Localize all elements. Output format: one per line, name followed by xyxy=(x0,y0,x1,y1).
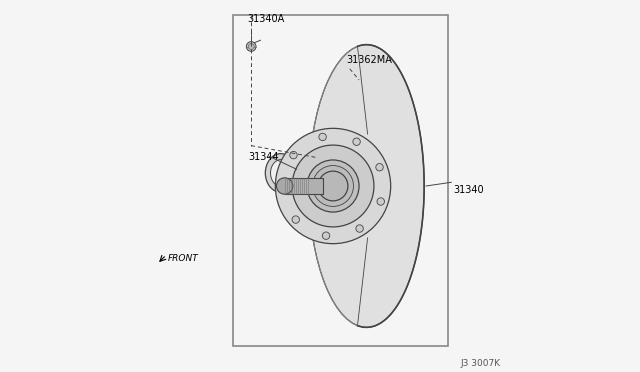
Text: 31344: 31344 xyxy=(248,152,279,162)
Circle shape xyxy=(356,225,364,232)
Bar xyxy=(285,178,323,194)
Circle shape xyxy=(312,166,353,206)
Text: 31340A: 31340A xyxy=(248,14,285,24)
Circle shape xyxy=(279,184,287,192)
Ellipse shape xyxy=(271,160,291,186)
Bar xyxy=(232,15,449,346)
Circle shape xyxy=(248,44,254,49)
Circle shape xyxy=(292,145,374,227)
Circle shape xyxy=(323,232,330,240)
Ellipse shape xyxy=(266,154,296,192)
Circle shape xyxy=(290,151,297,159)
Circle shape xyxy=(376,163,383,171)
Circle shape xyxy=(275,128,390,244)
Circle shape xyxy=(276,178,293,194)
Circle shape xyxy=(246,42,256,51)
Text: FRONT: FRONT xyxy=(168,254,198,263)
Circle shape xyxy=(307,160,359,212)
Text: J3 3007K: J3 3007K xyxy=(460,359,500,368)
Circle shape xyxy=(292,216,300,223)
Circle shape xyxy=(319,133,326,141)
Text: 31340: 31340 xyxy=(453,185,484,195)
Circle shape xyxy=(318,171,348,201)
Circle shape xyxy=(353,138,360,145)
Ellipse shape xyxy=(309,45,424,327)
Circle shape xyxy=(377,198,385,205)
Text: 31362MA: 31362MA xyxy=(346,55,392,65)
